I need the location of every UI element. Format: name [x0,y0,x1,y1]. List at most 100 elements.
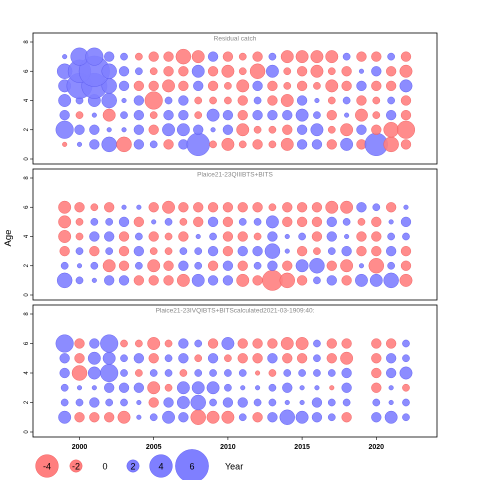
residual-bubble [297,246,308,257]
residual-bubble [135,52,143,61]
residual-bubble [162,79,175,93]
residual-bubble [207,246,219,257]
residual-bubble [387,261,395,270]
residual-bubble [311,202,323,213]
y-tick-label: 2 [24,400,30,404]
residual-bubble [340,351,354,365]
y-axis-label: Age [3,230,14,247]
residual-bubble [193,80,204,91]
residual-bubble [267,260,278,271]
residual-bubble [252,275,263,286]
residual-bubble [342,96,351,105]
residual-bubble [191,64,205,78]
x-tick-label: 2005 [146,444,162,451]
residual-bubble [221,137,235,151]
residual-bubble [133,95,144,106]
residual-bubble [58,200,72,214]
residual-bubble [372,398,381,407]
residual-bubble [148,353,159,364]
residual-bubble [222,275,234,286]
residual-bubble [344,112,350,118]
residual-bubble [136,414,142,420]
residual-bubble [148,231,159,242]
residual-bubble [267,110,278,121]
residual-bubble [386,80,397,91]
residual-bubble [358,68,364,74]
residual-bubble [74,353,85,364]
residual-bubble [222,216,234,227]
residual-bubble [56,272,73,289]
legend-bubble [35,454,59,478]
residual-bubble [105,218,113,226]
residual-bubble [341,246,352,257]
residual-bubble [371,80,382,91]
y-tick-label: 8 [24,40,30,44]
residual-bubble [267,353,278,364]
residual-bubble [104,412,115,423]
residual-bubble [178,202,189,213]
residual-bubble [255,385,261,391]
residual-bubble [224,383,232,392]
residual-bubble [236,79,250,93]
residual-bubble [163,139,174,150]
residual-bubble [76,263,82,269]
residual-bubble [120,111,128,119]
residual-bubble [371,353,382,364]
residual-bubble [195,233,201,239]
panel-1: Residual catch 0 2 4 6 8 [24,32,438,165]
residual-bubble [102,108,116,122]
residual-bubble [118,382,130,393]
residual-bubble [58,410,72,424]
residual-bubble [342,52,351,61]
residual-bubble [102,351,116,365]
residual-bubble [297,139,308,150]
residual-bubble [55,120,74,139]
residual-bubble [74,412,85,423]
residual-bubble [207,338,219,349]
residual-bubble [326,338,337,349]
x-tick-label: 2000 [72,444,88,451]
residual-bubble [104,202,115,213]
residual-bubble [224,82,232,90]
residual-bubble [89,338,100,349]
residual-bubble [282,124,293,135]
y-tick-label: 0 [24,157,30,161]
residual-bubble [60,398,69,407]
residual-bubble [120,354,128,363]
y-tick-label: 8 [24,176,30,180]
residual-bubble [327,96,336,105]
residual-bubble [299,385,305,391]
residual-bubble [144,91,163,110]
residual-bubble [368,258,384,274]
residual-bubble [136,400,142,406]
residual-bubble [386,338,397,349]
residual-bubble [222,51,234,62]
residual-bubble [118,275,130,286]
residual-bubble [120,369,128,377]
residual-bubble [386,367,397,379]
residual-bubble [252,246,263,257]
residual-bubble [341,80,352,91]
residual-bubble [253,261,262,270]
residual-bubble [399,79,413,93]
residual-bubble [311,139,323,150]
residual-bubble [91,385,97,391]
residual-bubble [327,125,336,134]
residual-bubble [163,275,174,286]
legend: -4 -2 0 2 4 6 Year [35,449,243,480]
residual-bubble [371,216,382,227]
residual-bubble [164,218,173,226]
residual-bubble [133,139,144,150]
residual-bubble [207,216,219,227]
residual-bubble [268,398,277,407]
residual-bubble [175,48,192,65]
residual-bubble [372,111,381,119]
residual-bubble [118,216,130,227]
residual-bubble [252,139,263,150]
residual-bubble [387,232,395,241]
legend-label: 6 [189,462,194,472]
residual-bubble [387,96,395,105]
x-tick-label: 2010 [220,444,236,451]
residual-bubble [209,232,217,241]
